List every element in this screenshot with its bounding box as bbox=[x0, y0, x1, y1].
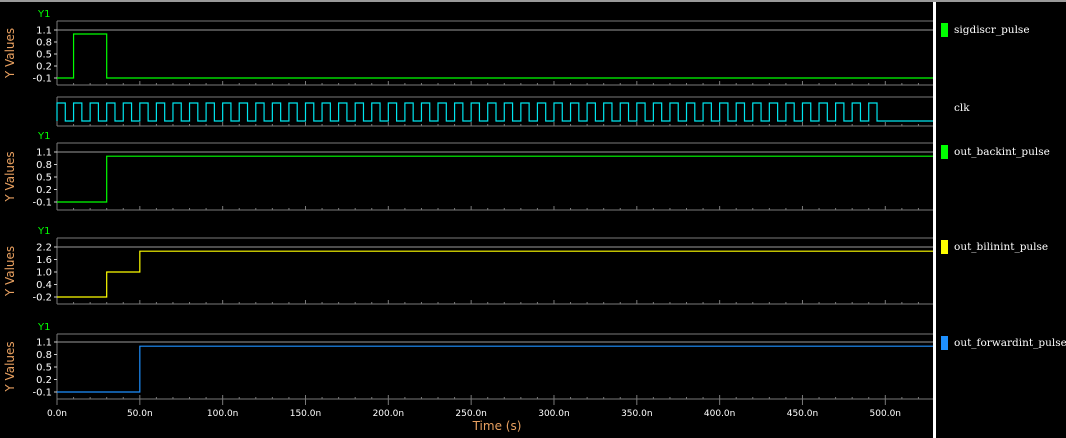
series-clk bbox=[56, 102, 935, 122]
panel-p4-y-tick-label: 0.5 bbox=[36, 363, 52, 374]
x-axis-tick-label: 350.0n bbox=[621, 409, 652, 419]
panel-p3-y-tick-label: 2.2 bbox=[36, 243, 52, 254]
x-axis-tick-label: 400.0n bbox=[704, 409, 735, 419]
panel-p3-y-tick-label: -0.2 bbox=[32, 293, 52, 304]
legend-label-forwardint[interactable]: out_forwardint_pulse bbox=[954, 337, 1066, 349]
x-axis-tick-label: 300.0n bbox=[538, 409, 569, 419]
series-sigdiscr_pulse bbox=[57, 33, 935, 79]
panel-p2-y-axis-label: Y Values bbox=[3, 151, 17, 202]
x-axis-tick-label: 450.0n bbox=[787, 409, 818, 419]
panel-p1-title: Y1 bbox=[37, 9, 50, 20]
panel-p3-y-tick-label: 1.6 bbox=[36, 255, 52, 266]
x-axis-tick-label: 100.0n bbox=[207, 409, 238, 419]
x-axis-tick-label: 200.0n bbox=[373, 409, 404, 419]
x-axis-tick-label: 50.0n bbox=[127, 409, 153, 419]
legend-swatch-backint bbox=[941, 145, 948, 159]
panel-p1-y-axis-label: Y Values bbox=[3, 28, 17, 79]
legend-swatch-bilinint bbox=[941, 240, 948, 254]
panel-p4-y-tick-label: -0.1 bbox=[32, 388, 52, 399]
panel-p1-y-tick-label: 0.5 bbox=[36, 50, 52, 61]
top-border bbox=[0, 0, 1066, 2]
panel-p4-y-tick-label: 0.2 bbox=[36, 375, 52, 386]
panel-p2-y-tick-label: -0.1 bbox=[32, 198, 52, 209]
legend-label-sigdiscr[interactable]: sigdiscr_pulse bbox=[954, 24, 1030, 36]
legend-swatch-forwardint bbox=[941, 336, 948, 350]
panel-p1-y-tick-label: 0.8 bbox=[36, 38, 52, 49]
series-out_forwardint_pulse bbox=[57, 345, 935, 393]
legend-swatch-sigdiscr bbox=[941, 23, 948, 37]
x-axis-tick-label: 150.0n bbox=[290, 409, 321, 419]
panel-p2-y-tick-label: 0.2 bbox=[36, 185, 52, 196]
series-out_backint_pulse bbox=[57, 155, 935, 203]
panel-p2-title: Y1 bbox=[37, 131, 50, 142]
panel-p2-y-tick-label: 1.1 bbox=[36, 148, 52, 159]
x-axis-tick-label: 250.0n bbox=[455, 409, 486, 419]
legend-label-clk[interactable]: clk bbox=[954, 102, 970, 114]
panel-p4-y-tick-label: 0.8 bbox=[36, 350, 52, 361]
panel-p1-y-tick-label: -0.1 bbox=[32, 74, 52, 85]
panel-p4-y-axis-label: Y Values bbox=[3, 341, 17, 392]
panel-p3-y-tick-label: 1.0 bbox=[36, 268, 52, 279]
panel-p3-y-tick-label: 0.4 bbox=[36, 280, 52, 291]
panel-p2-y-tick-label: 0.5 bbox=[36, 173, 52, 184]
legend-divider bbox=[933, 2, 936, 438]
panel-p4-title: Y1 bbox=[37, 322, 50, 333]
x-axis-label: Time (s) bbox=[472, 419, 522, 433]
panel-p2-y-tick-label: 0.8 bbox=[36, 160, 52, 171]
legend-label-backint[interactable]: out_backint_pulse bbox=[954, 146, 1050, 158]
series-out_bilinint_pulse bbox=[57, 250, 935, 298]
panel-p3-title: Y1 bbox=[37, 226, 50, 237]
panel-p4-y-tick-label: 1.1 bbox=[36, 338, 52, 349]
x-axis-tick-label: 500.0n bbox=[870, 409, 901, 419]
legend-label-bilinint[interactable]: out_bilinint_pulse bbox=[954, 241, 1049, 253]
x-axis-tick-label: 0.0n bbox=[47, 409, 67, 419]
panel-p3-y-axis-label: Y Values bbox=[3, 246, 17, 297]
panel-p1-y-tick-label: 1.1 bbox=[36, 26, 52, 37]
panel-p1-y-tick-label: 0.2 bbox=[36, 62, 52, 73]
